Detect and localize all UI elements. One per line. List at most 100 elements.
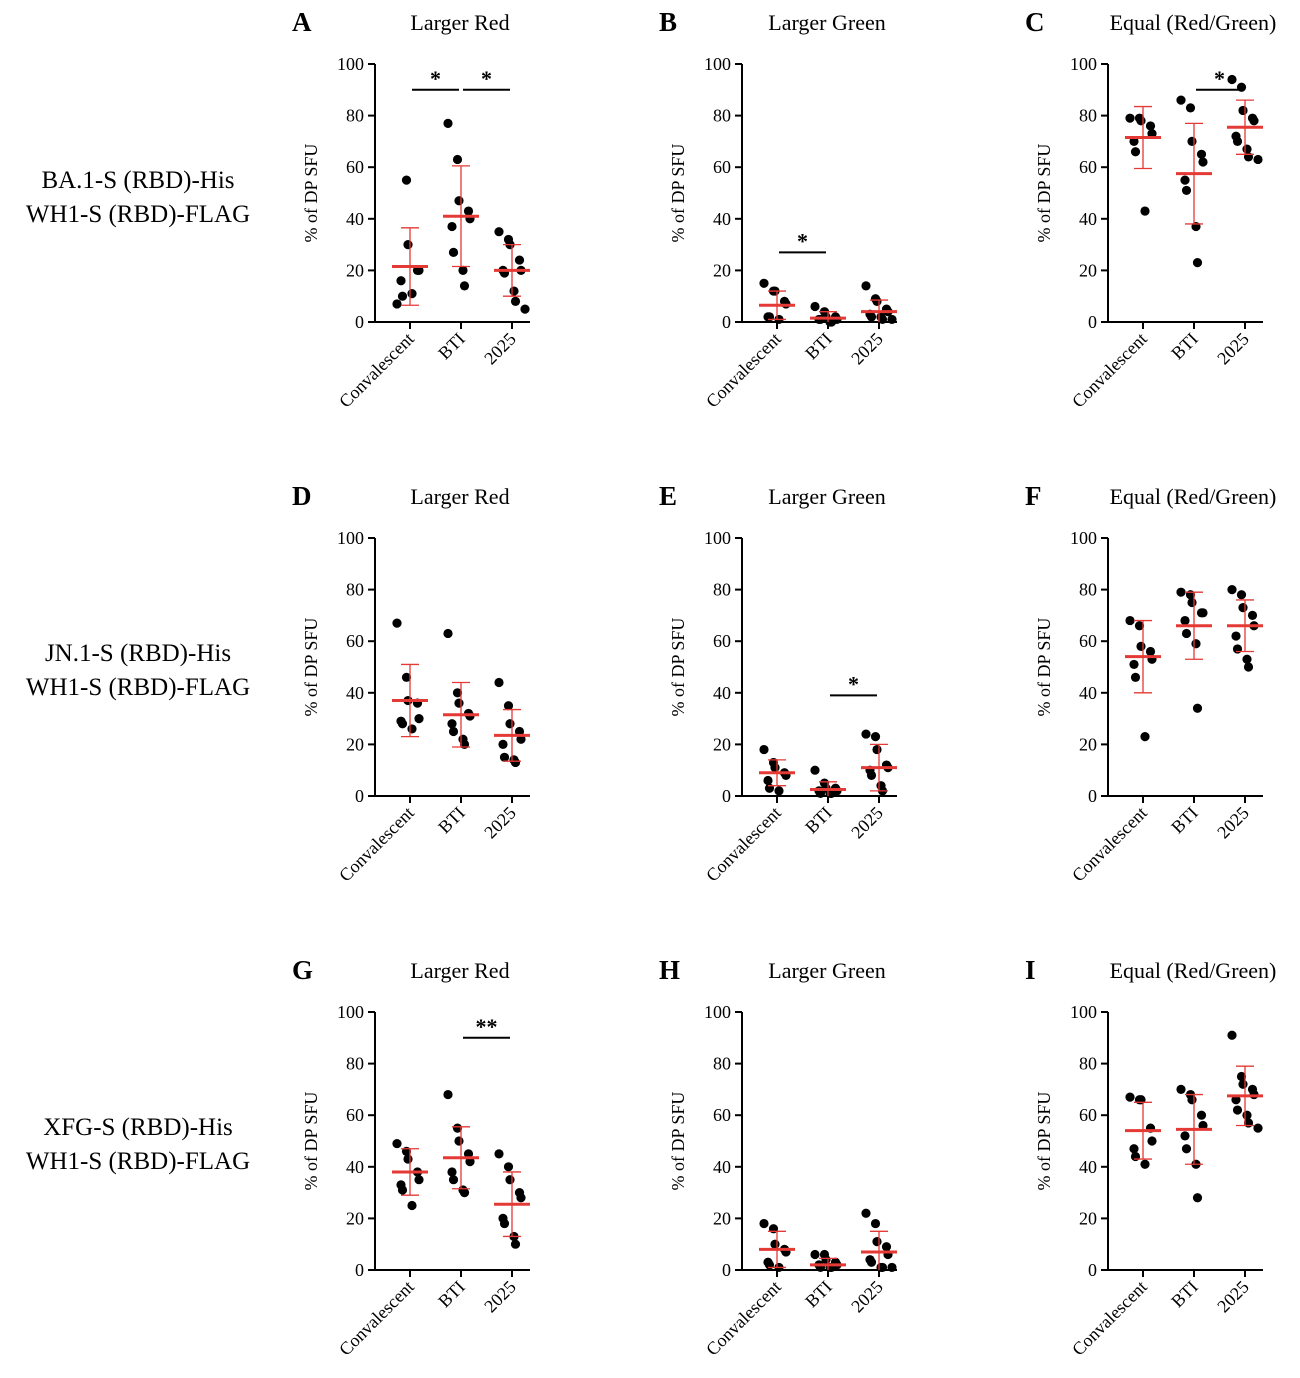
data-point: [770, 1239, 780, 1249]
row-label-2-line-2: WH1-S (RBD)-FLAG: [26, 674, 250, 701]
data-point: [397, 1185, 408, 1195]
x-tick-label-convalescent: Convalescent: [702, 1277, 785, 1360]
data-point: [887, 1262, 897, 1273]
y-tick-label: 80: [713, 106, 731, 126]
data-point: [1181, 1144, 1192, 1154]
y-tick-label: 80: [346, 1054, 364, 1074]
panel-letter-A: A: [292, 7, 312, 37]
x-tick-label-convalescent: Convalescent: [335, 803, 418, 886]
x-tick-label-bti: BTI: [801, 803, 836, 838]
x-tick-label-2025: 2025: [847, 1277, 887, 1317]
data-point: [1140, 1159, 1150, 1169]
data-point: [452, 1123, 463, 1133]
data-point: [1140, 732, 1150, 742]
y-tick-label: 80: [1079, 580, 1097, 600]
data-point: [514, 255, 525, 265]
x-tick-label-bti: BTI: [434, 1277, 469, 1312]
y-tick-label: 20: [346, 260, 364, 280]
data-point: [815, 788, 826, 799]
data-point: [494, 227, 504, 237]
data-point: [443, 628, 453, 639]
data-point: [810, 301, 820, 312]
data-point: [1232, 136, 1243, 146]
data-point: [1145, 646, 1156, 657]
y-tick-label: 100: [704, 1002, 731, 1022]
y-tick-label: 40: [346, 683, 364, 703]
y-tick-label: 0: [722, 1260, 731, 1280]
data-point: [1185, 103, 1196, 113]
panel-title: Larger Green: [768, 484, 885, 509]
x-tick-label-bti: BTI: [1167, 329, 1202, 364]
y-tick-label: 0: [355, 312, 364, 332]
data-point: [454, 196, 464, 206]
panel-title: Larger Red: [410, 958, 509, 983]
panel-G: G Larger Red 0 20 40 60 80 100 % of DP SFU Conval…: [292, 955, 530, 1359]
data-point: [759, 1218, 769, 1229]
data-point: [397, 291, 408, 301]
data-point: [443, 118, 453, 128]
panel-F: F Equal (Red/Green) 0 20 40 60 80 100 % of DP SF…: [1025, 481, 1276, 885]
x-tick-label-convalescent: Convalescent: [335, 329, 418, 412]
data-point: [826, 788, 837, 799]
panel-letter-I: I: [1025, 955, 1036, 985]
y-tick-label: 40: [1079, 683, 1097, 703]
y-tick-label: 60: [346, 631, 364, 651]
data-point: [452, 688, 463, 698]
panel-title: Equal (Red/Green): [1110, 958, 1277, 983]
y-tick-label: 100: [1070, 1002, 1097, 1022]
y-tick-label: 60: [1079, 1105, 1097, 1125]
y-tick-label: 0: [1088, 312, 1097, 332]
y-tick-label: 80: [713, 580, 731, 600]
data-point: [1253, 1123, 1263, 1133]
data-point: [407, 724, 417, 734]
y-tick-label: 60: [346, 1105, 364, 1125]
data-point: [392, 618, 402, 628]
y-tick-label: 100: [1070, 528, 1097, 548]
panel-letter-F: F: [1025, 481, 1042, 511]
data-point: [1176, 1084, 1186, 1094]
row-label-3-line-2: WH1-S (RBD)-FLAG: [26, 1148, 250, 1175]
data-point: [1253, 154, 1263, 165]
x-tick-label-2025: 2025: [847, 329, 887, 369]
y-tick-label: 40: [713, 683, 731, 703]
data-point: [1180, 175, 1190, 185]
data-point: [1242, 144, 1252, 154]
y-tick-label: 20: [346, 734, 364, 754]
y-tick-label: 80: [1079, 106, 1097, 126]
panel-title: Larger Green: [768, 958, 885, 983]
y-tick-label: 80: [346, 580, 364, 600]
row-label-3-line-1: XFG-S (RBD)-His: [43, 1114, 233, 1141]
data-point: [1187, 597, 1197, 608]
x-tick-label-bti: BTI: [801, 1277, 836, 1312]
y-tick-label: 60: [713, 157, 731, 177]
data-point: [1176, 587, 1186, 597]
panel-C: C Equal (Red/Green) 0 20 40 60 80 100 % of DP SF…: [1025, 7, 1276, 411]
x-tick-label-convalescent: Convalescent: [335, 1277, 418, 1360]
data-point: [1227, 74, 1237, 85]
y-tick-label: 40: [1079, 209, 1097, 229]
data-point: [1134, 621, 1145, 631]
y-tick-label: 100: [704, 528, 731, 548]
data-point: [510, 757, 521, 768]
data-point: [448, 726, 459, 737]
data-point: [1198, 608, 1208, 618]
y-tick-label: 20: [713, 1208, 731, 1228]
data-point: [1227, 585, 1237, 595]
data-point: [465, 1157, 475, 1167]
data-point: [403, 1154, 413, 1164]
panel-I: I Equal (Red/Green) 0 20 40 60 80 100 % of DP SF…: [1025, 955, 1276, 1359]
y-axis-label: % of DP SFU: [1034, 1092, 1054, 1191]
data-point: [447, 221, 457, 232]
data-point: [1129, 659, 1139, 670]
data-point: [509, 286, 519, 296]
data-point: [459, 1188, 470, 1198]
x-tick-label-2025: 2025: [480, 329, 520, 369]
data-point: [401, 175, 412, 185]
data-point: [1242, 654, 1252, 664]
data-point: [810, 1249, 820, 1260]
data-point: [1187, 1095, 1197, 1105]
panel-A: A Larger Red 0 20 40 60 80 100 % of DP SFU Conval…: [292, 7, 530, 411]
data-point: [877, 314, 888, 325]
data-point: [1198, 157, 1208, 167]
data-point: [1192, 258, 1203, 268]
